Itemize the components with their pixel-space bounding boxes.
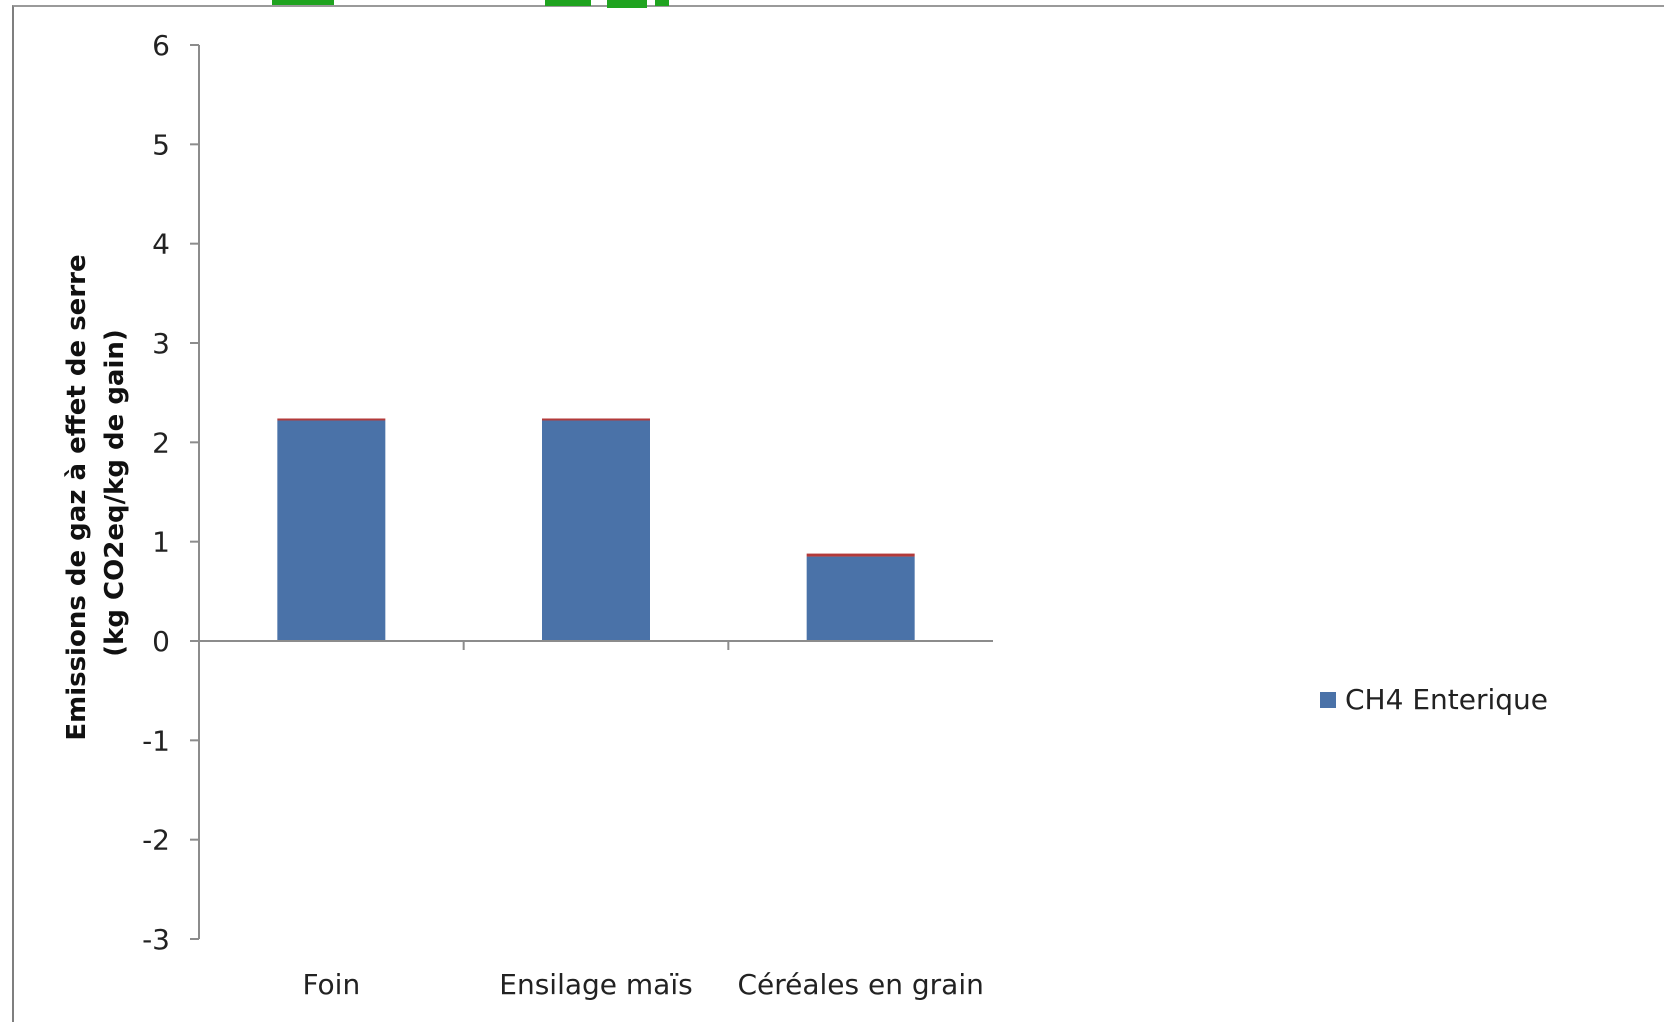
- bars: [277, 418, 915, 641]
- y-tick-label-9: -3: [142, 923, 170, 956]
- category-label-0: Foin: [302, 968, 360, 1001]
- y-tick-label-8: -2: [142, 824, 170, 857]
- category-label-1: Ensilage maïs: [499, 968, 692, 1001]
- category-labels: Foin Ensilage maïs Céréales en grain: [302, 968, 983, 1001]
- y-tick-label-1: 5: [152, 128, 170, 161]
- y-axis-label-line1: Emissions de gaz à effet de serre: [62, 254, 92, 740]
- y-tick-label-2: 4: [152, 228, 170, 261]
- y-tick-label-6: 0: [152, 625, 170, 658]
- y-tick-labels: 6 5 4 3 2 1 0 -1 -2 -3: [142, 29, 170, 956]
- y-tick-label-7: -1: [142, 724, 170, 757]
- y-tick-label-4: 2: [152, 426, 170, 459]
- y-tick-label-3: 3: [152, 327, 170, 360]
- y-axis-label: Emissions de gaz à effet de serre (kg CO…: [62, 245, 130, 740]
- cropped-title-fragment: [272, 0, 669, 8]
- y-axis-ticks: [190, 44, 200, 940]
- y-tick-label-0: 6: [152, 29, 170, 62]
- bar-2-series-0: [806, 556, 915, 641]
- bar-2-series-1: [806, 553, 915, 557]
- bar-0-series-1: [277, 418, 386, 421]
- category-label-2: Céréales en grain: [737, 968, 983, 1001]
- bar-1-series-0: [542, 420, 650, 641]
- legend-label-ch4: CH4 Enterique: [1345, 683, 1548, 716]
- legend: CH4 Enterique: [1320, 683, 1548, 716]
- legend-swatch-ch4: [1320, 692, 1336, 708]
- bar-1-series-1: [542, 418, 650, 421]
- bar-0-series-0: [277, 420, 386, 641]
- x-axis: [199, 640, 993, 650]
- y-tick-label-5: 1: [152, 526, 170, 559]
- y-axis-label-line2: (kg CO2eq/kg de gain): [100, 329, 130, 657]
